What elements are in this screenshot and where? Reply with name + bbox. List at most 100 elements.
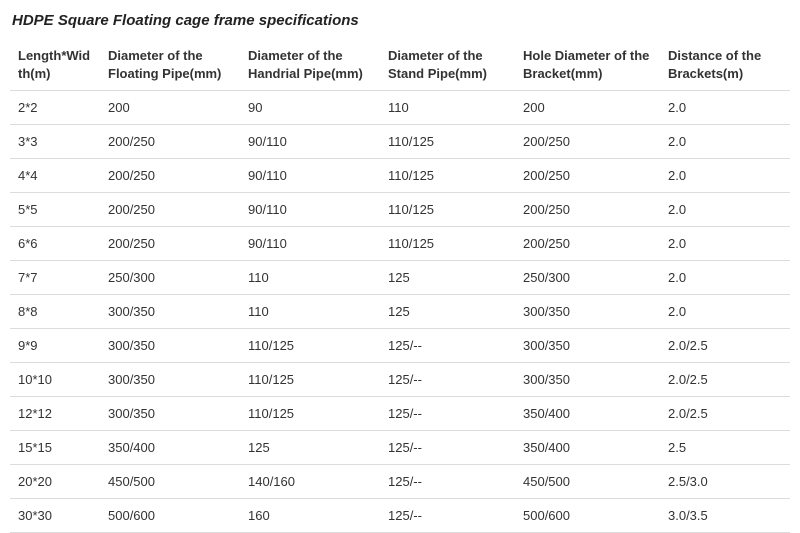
table-cell: 2.0 (660, 261, 790, 295)
table-row: 3*3200/25090/110110/125200/2502.0 (10, 125, 790, 159)
table-cell: 10*10 (10, 363, 100, 397)
table-cell: 250/300 (100, 261, 240, 295)
table-cell: 2.0 (660, 227, 790, 261)
table-cell: 5*5 (10, 193, 100, 227)
spec-table: Length*Width(m) Diameter of the Floating… (10, 39, 790, 533)
table-cell: 2.5/3.0 (660, 465, 790, 499)
table-row: 15*15350/400125125/--350/4002.5 (10, 431, 790, 465)
table-cell: 2.0 (660, 125, 790, 159)
table-row: 10*10300/350110/125125/--300/3502.0/2.5 (10, 363, 790, 397)
table-cell: 90/110 (240, 159, 380, 193)
table-cell: 125/-- (380, 499, 515, 533)
table-cell: 110 (240, 295, 380, 329)
page-title: HDPE Square Floating cage frame specific… (10, 8, 790, 39)
table-cell: 125/-- (380, 397, 515, 431)
table-cell: 2.0/2.5 (660, 329, 790, 363)
table-row: 2*2200901102002.0 (10, 91, 790, 125)
col-header-stand-pipe: Diameter of the Stand Pipe(mm) (380, 39, 515, 91)
table-cell: 110/125 (240, 397, 380, 431)
table-row: 5*5200/25090/110110/125200/2502.0 (10, 193, 790, 227)
table-cell: 20*20 (10, 465, 100, 499)
table-cell: 9*9 (10, 329, 100, 363)
table-cell: 90 (240, 91, 380, 125)
table-body: 2*2200901102002.03*3200/25090/110110/125… (10, 91, 790, 533)
table-header-row: Length*Width(m) Diameter of the Floating… (10, 39, 790, 91)
table-cell: 110/125 (380, 227, 515, 261)
table-cell: 300/350 (100, 397, 240, 431)
table-cell: 7*7 (10, 261, 100, 295)
table-cell: 110/125 (240, 363, 380, 397)
table-row: 12*12300/350110/125125/--350/4002.0/2.5 (10, 397, 790, 431)
table-row: 7*7250/300110125250/3002.0 (10, 261, 790, 295)
table-cell: 6*6 (10, 227, 100, 261)
table-cell: 300/350 (515, 295, 660, 329)
table-cell: 2.0 (660, 91, 790, 125)
table-cell: 200/250 (515, 227, 660, 261)
table-row: 6*6200/25090/110110/125200/2502.0 (10, 227, 790, 261)
col-header-length-width: Length*Width(m) (10, 39, 100, 91)
table-cell: 125/-- (380, 431, 515, 465)
table-cell: 110/125 (380, 193, 515, 227)
table-cell: 2.5 (660, 431, 790, 465)
table-cell: 125 (380, 295, 515, 329)
table-cell: 200 (100, 91, 240, 125)
table-cell: 90/110 (240, 227, 380, 261)
table-cell: 3*3 (10, 125, 100, 159)
table-row: 9*9300/350110/125125/--300/3502.0/2.5 (10, 329, 790, 363)
col-header-handrail-pipe: Diameter of the Handrial Pipe(mm) (240, 39, 380, 91)
table-row: 30*30500/600160125/--500/6003.0/3.5 (10, 499, 790, 533)
table-cell: 450/500 (515, 465, 660, 499)
table-cell: 200/250 (100, 193, 240, 227)
table-cell: 300/350 (515, 363, 660, 397)
table-row: 20*20450/500140/160125/--450/5002.5/3.0 (10, 465, 790, 499)
table-cell: 110 (240, 261, 380, 295)
col-header-floating-pipe: Diameter of the Floating Pipe(mm) (100, 39, 240, 91)
table-cell: 125/-- (380, 363, 515, 397)
table-cell: 200/250 (100, 125, 240, 159)
table-cell: 125 (380, 261, 515, 295)
table-cell: 350/400 (100, 431, 240, 465)
table-row: 8*8300/350110125300/3502.0 (10, 295, 790, 329)
table-row: 4*4200/25090/110110/125200/2502.0 (10, 159, 790, 193)
table-cell: 350/400 (515, 397, 660, 431)
table-cell: 2.0/2.5 (660, 397, 790, 431)
table-cell: 3.0/3.5 (660, 499, 790, 533)
table-cell: 300/350 (100, 329, 240, 363)
table-cell: 90/110 (240, 125, 380, 159)
table-cell: 450/500 (100, 465, 240, 499)
table-cell: 2*2 (10, 91, 100, 125)
table-cell: 110/125 (380, 125, 515, 159)
table-cell: 30*30 (10, 499, 100, 533)
table-cell: 140/160 (240, 465, 380, 499)
col-header-bracket-distance: Distance of the Brackets(m) (660, 39, 790, 91)
col-header-bracket-hole: Hole Diameter of the Bracket(mm) (515, 39, 660, 91)
table-cell: 200/250 (515, 125, 660, 159)
table-cell: 125/-- (380, 329, 515, 363)
table-cell: 300/350 (100, 295, 240, 329)
table-cell: 110/125 (380, 159, 515, 193)
table-cell: 200 (515, 91, 660, 125)
table-cell: 160 (240, 499, 380, 533)
table-cell: 90/110 (240, 193, 380, 227)
table-cell: 110 (380, 91, 515, 125)
table-cell: 2.0 (660, 295, 790, 329)
table-cell: 12*12 (10, 397, 100, 431)
table-cell: 200/250 (100, 227, 240, 261)
table-cell: 4*4 (10, 159, 100, 193)
table-cell: 250/300 (515, 261, 660, 295)
table-cell: 2.0 (660, 159, 790, 193)
table-cell: 2.0 (660, 193, 790, 227)
table-cell: 200/250 (515, 193, 660, 227)
table-cell: 500/600 (100, 499, 240, 533)
table-cell: 15*15 (10, 431, 100, 465)
table-cell: 8*8 (10, 295, 100, 329)
table-cell: 300/350 (515, 329, 660, 363)
table-cell: 300/350 (100, 363, 240, 397)
table-cell: 350/400 (515, 431, 660, 465)
table-cell: 200/250 (515, 159, 660, 193)
table-cell: 500/600 (515, 499, 660, 533)
table-cell: 125 (240, 431, 380, 465)
table-cell: 200/250 (100, 159, 240, 193)
table-cell: 110/125 (240, 329, 380, 363)
table-cell: 125/-- (380, 465, 515, 499)
